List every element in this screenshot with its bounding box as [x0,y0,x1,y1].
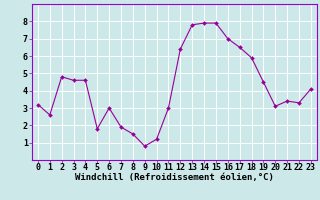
X-axis label: Windchill (Refroidissement éolien,°C): Windchill (Refroidissement éolien,°C) [75,173,274,182]
